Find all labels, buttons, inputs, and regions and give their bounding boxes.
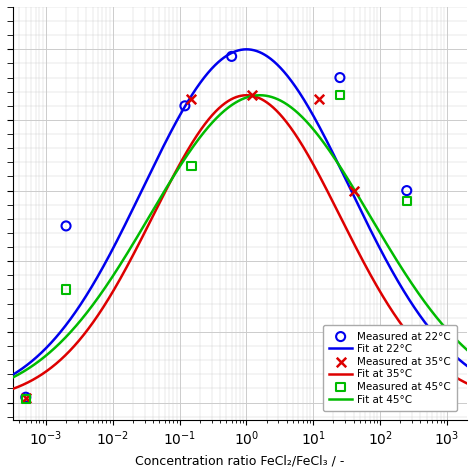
Line: Fit at 35°C: Fit at 35°C (12, 95, 467, 389)
X-axis label: Concentration ratio FeCl₂/FeCl₃ / -: Concentration ratio FeCl₂/FeCl₃ / - (135, 454, 345, 467)
Fit at 45°C (464, 347, 470, 353)
Fit at 45°C (9, 375, 15, 381)
Fit at 35°C (451, 374, 457, 379)
Line: Fit at 22°C: Fit at 22°C (12, 49, 467, 375)
Fit at 45°C (368, 214, 374, 220)
Measured at 35°C (315, 95, 322, 102)
Measured at 45°C (188, 162, 195, 170)
Fit at 35°C (464, 381, 470, 386)
Fit at 22°C (464, 363, 470, 369)
Legend: Measured at 22°C, Fit at 22°C, Measured at 35°C, Fit at 35°C, Measured at 45°C, : Measured at 22°C, Fit at 22°C, Measured … (323, 325, 457, 411)
Fit at 45°C (451, 334, 457, 340)
Fit at 22°C (244, 46, 249, 52)
Fit at 45°C (219, 110, 224, 116)
Fit at 22°C (219, 56, 224, 62)
Measured at 45°C (403, 197, 410, 205)
Fit at 35°C (451, 374, 457, 379)
Measured at 35°C (22, 394, 29, 402)
Measured at 35°C (188, 95, 195, 102)
Fit at 35°C (33, 375, 38, 381)
Measured at 45°C (336, 91, 344, 99)
Fit at 22°C (33, 355, 38, 361)
Measured at 35°C (248, 91, 255, 99)
Measured at 22°C (228, 53, 236, 60)
Fit at 45°C (231, 101, 237, 107)
Measured at 22°C (336, 74, 344, 82)
Fit at 45°C (33, 361, 38, 366)
Fit at 22°C (451, 352, 457, 358)
Fit at 35°C (219, 103, 224, 109)
Fit at 35°C (231, 95, 237, 101)
Measured at 35°C (350, 187, 357, 194)
Fit at 35°C (368, 272, 374, 278)
Fit at 35°C (9, 386, 15, 392)
Measured at 45°C (62, 286, 70, 293)
Line: Fit at 45°C: Fit at 45°C (12, 95, 467, 378)
Measured at 22°C (403, 187, 410, 194)
Fit at 22°C (368, 228, 374, 233)
Fit at 45°C (257, 92, 263, 98)
Fit at 35°C (244, 92, 249, 98)
Measured at 22°C (181, 102, 189, 109)
Measured at 22°C (22, 393, 29, 401)
Fit at 22°C (231, 49, 237, 55)
Measured at 45°C (22, 395, 29, 403)
Fit at 22°C (9, 372, 15, 378)
Measured at 22°C (62, 222, 70, 230)
Fit at 22°C (451, 352, 457, 358)
Fit at 45°C (451, 335, 457, 340)
